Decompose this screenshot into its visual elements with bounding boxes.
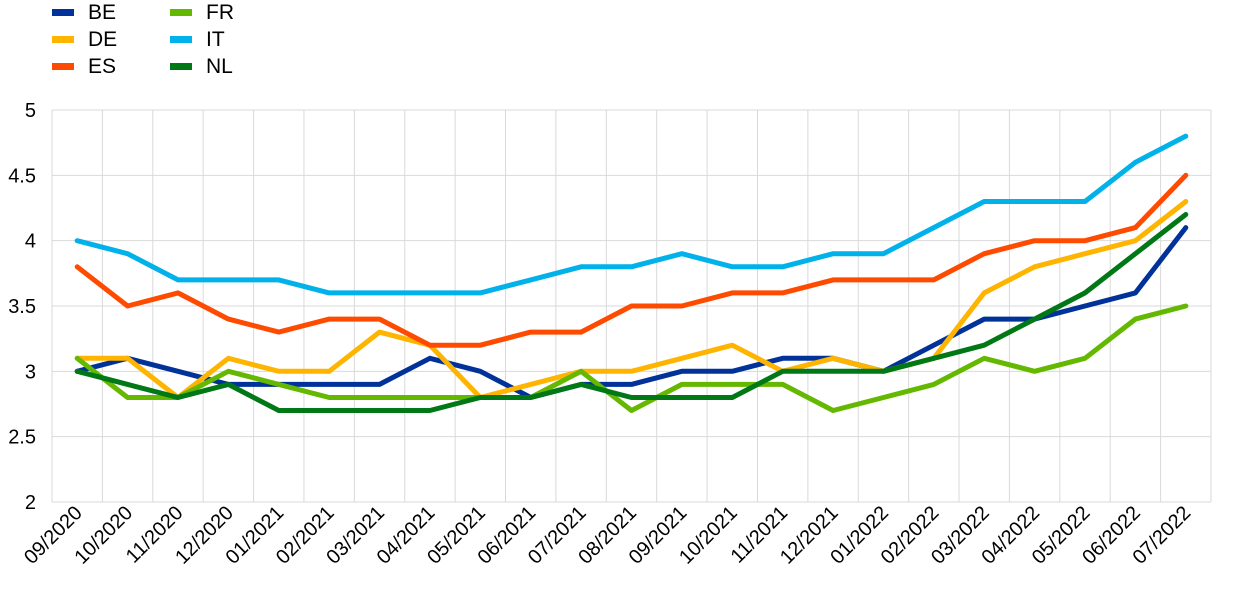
y-tick-label: 3 bbox=[25, 361, 36, 383]
y-tick-label: 2 bbox=[25, 492, 36, 514]
legend-label: IT bbox=[206, 28, 225, 51]
y-tick-label: 4 bbox=[25, 231, 36, 253]
series-line-nl bbox=[74, 212, 1189, 413]
legend-swatch bbox=[52, 36, 74, 43]
y-tick-label: 4.5 bbox=[8, 165, 36, 187]
y-tick-label: 2.5 bbox=[8, 427, 36, 449]
series-line-es bbox=[74, 172, 1189, 348]
legend-swatch bbox=[170, 9, 192, 16]
legend-item-nl: NL bbox=[170, 55, 233, 78]
legend-swatch bbox=[52, 63, 74, 70]
legend-label: DE bbox=[88, 28, 117, 51]
legend-label: BE bbox=[88, 1, 116, 24]
series-line-be bbox=[74, 225, 1189, 400]
y-tick-label: 3.5 bbox=[8, 296, 36, 318]
legend-item-be: BE bbox=[52, 1, 116, 24]
legend-swatch bbox=[52, 9, 74, 16]
legend-swatch bbox=[170, 36, 192, 43]
legend-label: FR bbox=[206, 1, 234, 24]
legend-item-es: ES bbox=[52, 55, 116, 78]
series-line-de bbox=[74, 199, 1189, 400]
legend-label: NL bbox=[206, 55, 233, 78]
series-line-fr bbox=[74, 303, 1189, 413]
legend-label: ES bbox=[88, 55, 116, 78]
axes: 22.533.544.5509/202010/202011/202012/202… bbox=[8, 100, 1195, 569]
series-line-it bbox=[74, 133, 1189, 296]
series-lines bbox=[74, 133, 1189, 413]
legend-item-fr: FR bbox=[170, 1, 234, 24]
legend-swatch bbox=[170, 63, 192, 70]
legend-item-de: DE bbox=[52, 28, 117, 51]
y-tick-label: 5 bbox=[25, 100, 36, 122]
gridlines bbox=[51, 109, 1212, 503]
legend: BE DE ES FR IT NL bbox=[52, 1, 234, 78]
legend-item-it: IT bbox=[170, 28, 225, 51]
